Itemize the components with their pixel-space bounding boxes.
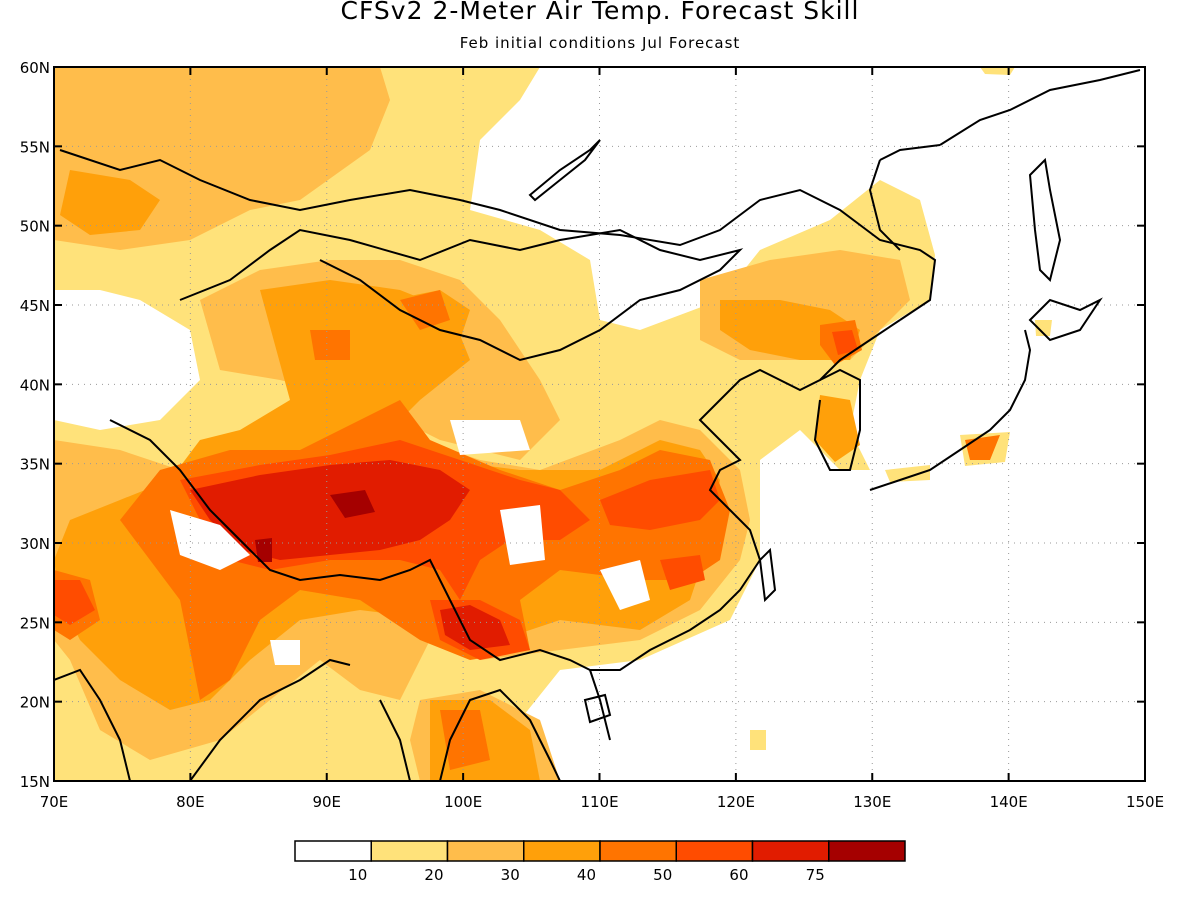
lon-tick-label: 100E: [444, 793, 482, 811]
japan-honshu: [869, 329, 1032, 491]
legend-label: 50: [653, 866, 672, 884]
east-china-coast: [590, 319, 901, 671]
map-axes: 70E 80E 90E 100E 110E 120E 130E 140E 150E 15N 20N 2…: [20, 59, 1164, 811]
legend-label: 30: [501, 866, 520, 884]
skill-band-below-10: [54, 290, 650, 665]
himalaya-border: [109, 419, 591, 671]
taiwan: [758, 547, 777, 603]
lon-tick-label: 120E: [717, 793, 755, 811]
legend-label: 40: [577, 866, 596, 884]
lat-tick-label: 50N: [20, 218, 50, 236]
japan-hokkaido: [1028, 297, 1103, 342]
legend-swatch: [599, 840, 677, 862]
china-mongolia-border: [179, 228, 744, 362]
coastlines-borders: [54, 69, 1141, 781]
lon-tick-label: 110E: [580, 793, 618, 811]
skill-shading: [54, 67, 1052, 781]
korea-coast: [813, 368, 861, 471]
kamchatka-coast: [939, 69, 1141, 146]
lon-tick-label: 140E: [990, 793, 1028, 811]
lat-tick-label: 25N: [20, 614, 50, 632]
lat-tick-label: 45N: [20, 297, 50, 315]
legend-swatch: [294, 840, 372, 862]
lat-tick-label: 40N: [20, 376, 50, 394]
hainan: [583, 693, 612, 724]
legend-swatch: [751, 840, 830, 862]
legend-swatch: [370, 840, 449, 862]
lat-tick-label: 20N: [20, 694, 50, 712]
legend-swatch: [675, 840, 754, 862]
legend-label: 20: [424, 866, 443, 884]
legend-swatch: [828, 840, 906, 862]
lat-tick-label: 55N: [20, 138, 50, 156]
lat-tick-label: 60N: [20, 59, 50, 77]
lat-tick-label: 35N: [20, 456, 50, 474]
baikal: [528, 139, 601, 202]
lat-tick-label: 30N: [20, 535, 50, 553]
indochina-coast: [379, 669, 611, 781]
lon-tick-label: 90E: [312, 793, 341, 811]
lon-tick-label: 150E: [1126, 793, 1164, 811]
map-title: CFSv2 2-Meter Air Temp. Forecast Skill: [340, 0, 860, 25]
legend-swatch: [446, 840, 525, 862]
sakhalin: [1028, 157, 1062, 282]
legend-label: 60: [729, 866, 748, 884]
lon-tick-label: 130E: [853, 793, 891, 811]
map-subtitle: Feb initial conditions Jul Forecast: [459, 34, 741, 52]
lon-tick-label: 70E: [40, 793, 69, 811]
russia-border: [59, 149, 937, 321]
legend-label: 75: [806, 866, 825, 884]
color-legend: 10 20 30 40 50 60 75: [294, 840, 906, 884]
india-coast: [54, 658, 351, 781]
legend-swatch: [523, 840, 601, 862]
legend-label: 10: [348, 866, 367, 884]
lat-tick-label: 15N: [20, 773, 50, 791]
okhotsk-coast: [868, 144, 941, 251]
lon-tick-label: 80E: [176, 793, 205, 811]
skill-band-75plus: [255, 490, 375, 562]
